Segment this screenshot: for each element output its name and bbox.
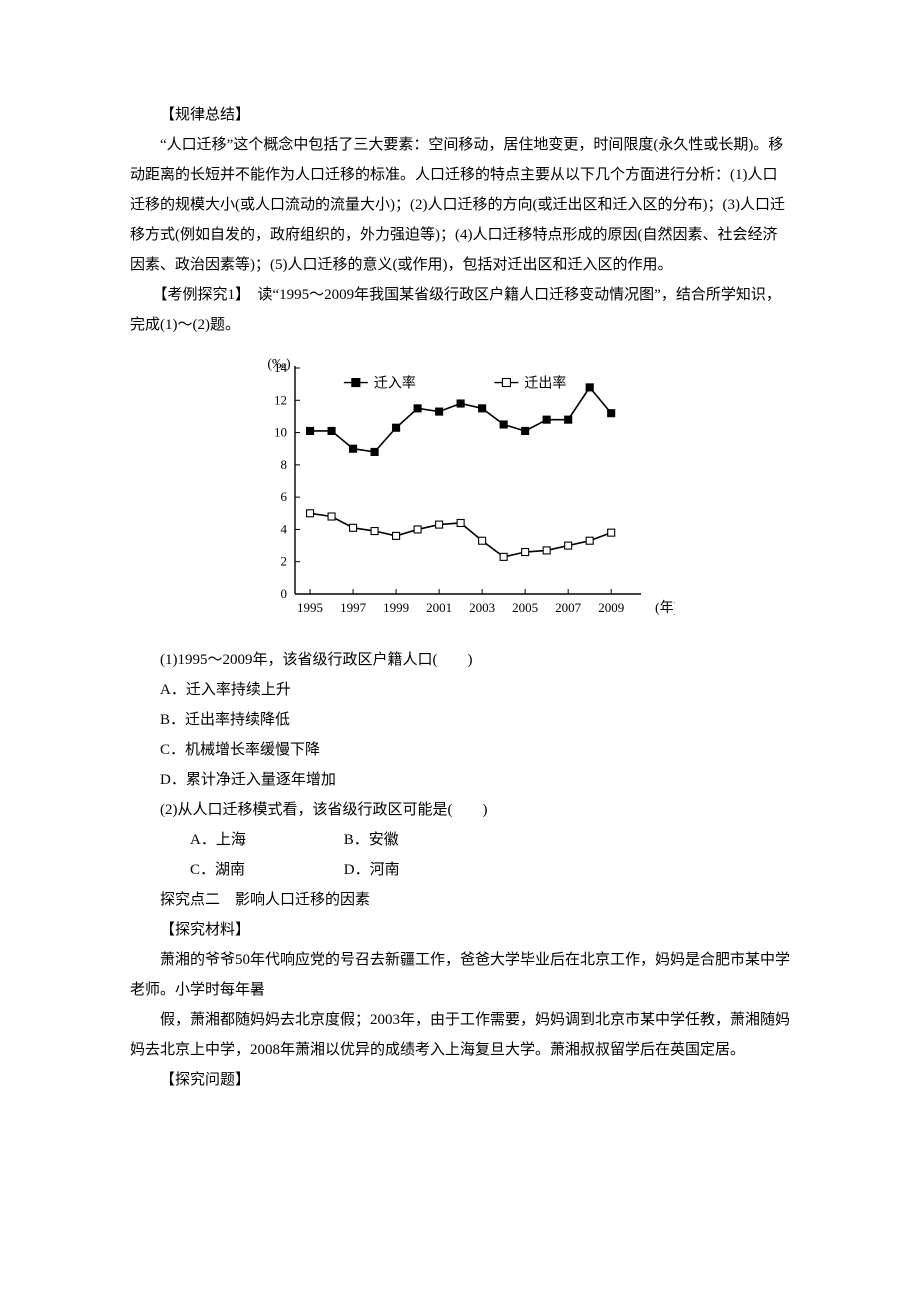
svg-text:2007: 2007 <box>555 600 582 615</box>
question-2-option-b: B．安徽 <box>314 825 399 855</box>
question-2-option-c: C．湖南 <box>160 855 310 885</box>
material-body-2: 假，萧湘都随妈妈去北京度假；2003年，由于工作需要，妈妈调到北京市某中学任教，… <box>130 1005 790 1065</box>
document-page: 【规律总结】 “人口迁移”这个概念中包括了三大要素：空间移动，居住地变更，时间限… <box>0 0 920 1302</box>
svg-text:(‰): (‰) <box>267 357 291 372</box>
explore-title: 探究点二 影响人口迁移的因素 <box>130 885 790 915</box>
svg-text:1999: 1999 <box>383 600 409 615</box>
svg-text:2: 2 <box>281 554 288 569</box>
question-1-option-d: D．累计净迁入量逐年增加 <box>130 765 790 795</box>
question-1-option-a: A．迁入率持续上升 <box>130 675 790 705</box>
svg-text:12: 12 <box>274 392 287 407</box>
rule-summary-title: 【规律总结】 <box>130 100 790 130</box>
question-1-option-c: C．机械增长率缓慢下降 <box>130 735 790 765</box>
svg-text:(年): (年) <box>655 600 675 616</box>
question-2-option-d: D．河南 <box>314 855 400 885</box>
svg-text:2003: 2003 <box>469 600 495 615</box>
question-1-option-b: B．迁出率持续降低 <box>130 705 790 735</box>
migration-chart-svg: 0246810121419951997199920012003200520072… <box>245 354 675 624</box>
svg-text:10: 10 <box>274 425 287 440</box>
svg-text:1995: 1995 <box>297 600 323 615</box>
svg-text:6: 6 <box>281 489 288 504</box>
example-intro: 【考例探究1】 读“1995～2009年我国某省级行政区户籍人口迁移变动情况图”… <box>130 280 790 340</box>
material-title: 【探究材料】 <box>130 915 790 945</box>
svg-text:迁入率: 迁入率 <box>374 375 416 392</box>
question-2-stem: (2)从人口迁移模式看，该省级行政区可能是( ) <box>130 795 790 825</box>
svg-text:2009: 2009 <box>598 600 624 615</box>
svg-text:2005: 2005 <box>512 600 538 615</box>
svg-text:2001: 2001 <box>426 600 452 615</box>
svg-text:0: 0 <box>281 586 288 601</box>
rule-summary-body: “人口迁移”这个概念中包括了三大要素：空间移动，居住地变更，时间限度(永久性或长… <box>130 130 790 280</box>
svg-text:1997: 1997 <box>340 600 367 615</box>
question-1-stem: (1)1995～2009年，该省级行政区户籍人口( ) <box>130 645 790 675</box>
question-2-option-a: A．上海 <box>160 825 310 855</box>
question-2-row-2: C．湖南 D．河南 <box>130 855 790 885</box>
svg-text:4: 4 <box>281 521 288 536</box>
question-2-row-1: A．上海 B．安徽 <box>130 825 790 855</box>
svg-text:迁出率: 迁出率 <box>524 375 566 392</box>
migration-chart: 0246810121419951997199920012003200520072… <box>130 354 790 635</box>
material-body-1: 萧湘的爷爷50年代响应党的号召去新疆工作，爸爸大学毕业后在北京工作，妈妈是合肥市… <box>130 945 790 1005</box>
svg-text:8: 8 <box>281 457 288 472</box>
explore-question-title: 【探究问题】 <box>130 1065 790 1095</box>
